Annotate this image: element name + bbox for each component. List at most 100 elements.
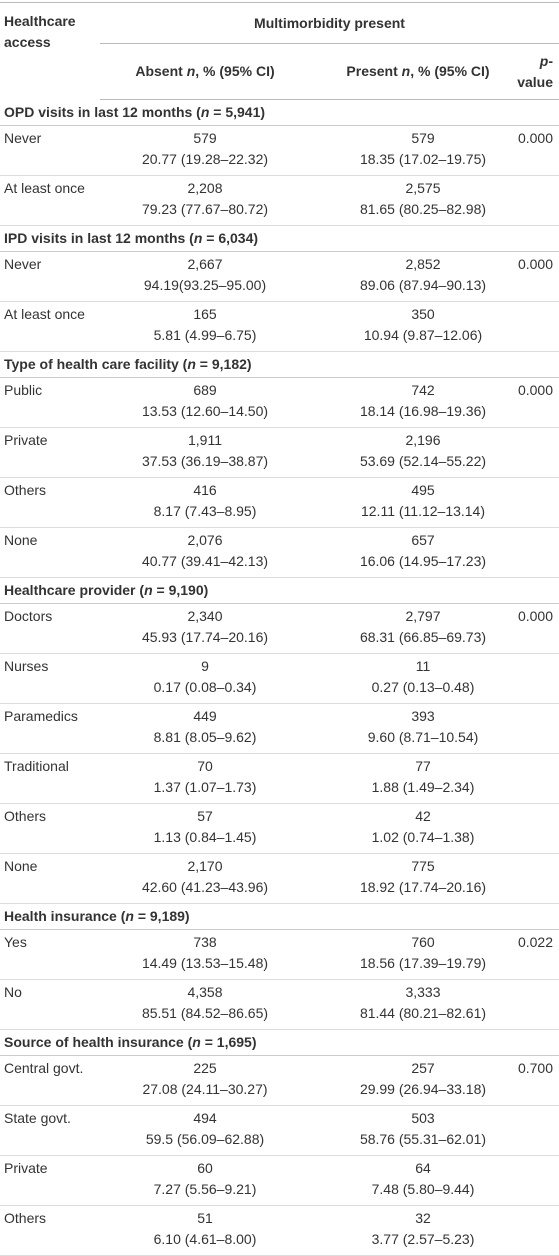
percent-ci: 5.81 (4.99–6.75) [153,327,257,343]
text-part: Source of health insurance ( [4,1034,193,1050]
percent-ci: 1.37 (1.07–1.73) [153,779,257,795]
p-value [500,653,559,704]
row-label: Public [0,377,100,428]
count: 495 [411,482,435,498]
count: 760 [411,934,435,950]
count: 9 [201,658,209,674]
present-cell: 393 9.60 (8.71–10.54) [310,703,500,754]
text-part: p [539,52,549,69]
section-title: OPD visits in last 12 months (n = 5,941) [0,99,559,126]
data-row: None 2,076 40.77 (39.41–42.13) 657 16.06 (14… [0,527,559,578]
present-cell: 657 16.06 (14.95–17.23) [310,527,500,578]
data-row: Never 2,667 94.19(93.25–95.00) 2,852 89.06 (… [0,251,559,302]
p-value [500,1205,559,1256]
data-row: Others 57 1.13 (0.84–1.45) 42 1.02 (0.74–1.3… [0,803,559,854]
present-cell: 2,852 89.06 (87.94–90.13) [310,251,500,302]
percent-ci: 7.27 (5.56–9.21) [153,1181,257,1197]
count: 738 [193,934,217,950]
text-part: n [144,582,153,598]
row-label: Private [0,427,100,478]
data-row: Traditional 70 1.37 (1.07–1.73) 77 1.88 (1.4… [0,753,559,804]
percent-ci: 12.11 (11.12–13.14) [360,503,486,519]
count: 257 [411,1060,435,1076]
p-value [500,803,559,854]
text-part: n [125,908,134,924]
percent-ci: 53.69 (52.14–55.22) [359,453,487,469]
present-cell: 495 12.11 (11.12–13.14) [310,477,500,528]
section-title: Source of health insurance (n = 1,695) [0,1029,559,1056]
text-part: = 9,182) [195,356,252,372]
percent-ci: 68.31 (66.85–69.73) [359,629,487,645]
row-label: Never [0,125,100,176]
present-cell: 42 1.02 (0.74–1.38) [310,803,500,854]
data-row: Others 416 8.17 (7.43–8.95) 495 12.11 (11.12… [0,477,559,528]
absent-cell: 494 59.5 (56.09–62.88) [100,1105,310,1156]
row-label: Never [0,251,100,302]
p-value [500,301,559,352]
section-row: Healthcare provider (n = 9,190) [0,577,559,604]
row-label: Others [0,1205,100,1256]
count: 2,340 [187,608,223,624]
count: 689 [193,382,217,398]
p-value: 0.022 [500,929,559,980]
absent-cell: 2,340 45.93 (17.74–20.16) [100,603,310,654]
data-row: Central govt. 225 27.08 (24.11–30.27) 257 29… [0,1055,559,1106]
row-label: Central govt. [0,1055,100,1106]
count: 579 [411,130,435,146]
text-part: , % (95% CI) [410,63,490,79]
percent-ci: 81.65 (80.25–82.98) [359,201,487,217]
absent-cell: 579 20.77 (19.28–22.32) [100,125,310,176]
data-row: Private 60 7.27 (5.56–9.21) 64 7.48 (5.80–9.… [0,1155,559,1206]
text-part: OPD visits in last 12 months ( [4,104,201,120]
count: 494 [193,1110,217,1126]
row-label: At least once [0,175,100,226]
percent-ci: 29.99 (26.94–33.18) [359,1081,487,1097]
percent-ci: 8.81 (8.05–9.62) [153,729,257,745]
text-part: Health insurance ( [4,908,126,924]
header-cell: Present n, % (95% CI) [310,43,500,100]
present-cell: 3,333 81.44 (80.21–82.61) [310,979,500,1030]
data-row: Yes 738 14.49 (13.53–15.48) 760 18.56 (17.39… [0,929,559,980]
percent-ci: 81.44 (80.21–82.61) [359,1005,487,1021]
text-part: Present [346,63,402,79]
header-row: Healthcare access Multimorbidity present [0,2,559,50]
absent-cell: 2,076 40.77 (39.41–42.13) [100,527,310,578]
section-row: Source of health insurance (n = 1,695) [0,1029,559,1056]
text-part: n [193,230,203,246]
p-value [500,1105,559,1156]
percent-ci: 58.76 (55.31–62.01) [359,1131,487,1147]
data-row: At least once 165 5.81 (4.99–6.75) 350 10.94… [0,301,559,352]
text-part: n [401,63,411,79]
absent-cell: 2,667 94.19(93.25–95.00) [100,251,310,302]
percent-ci: 79.23 (77.67–80.72) [141,201,269,217]
section-row: Health insurance (n = 9,189) [0,903,559,930]
present-cell: 32 3.77 (2.57–5.23) [310,1205,500,1256]
percent-ci: 42.60 (41.23–43.96) [141,879,269,895]
p-value [500,703,559,754]
data-row: Paramedics 449 8.81 (8.05–9.62) 393 9.60 (8.… [0,703,559,754]
row-label: At least once [0,301,100,352]
p-value: 0.000 [500,377,559,428]
text-part: = 9,189) [133,908,190,924]
count: 742 [411,382,435,398]
percent-ci: 18.35 (17.02–19.75) [359,151,487,167]
p-value [500,753,559,804]
percent-ci: 37.53 (36.19–38.87) [141,453,269,469]
p-value [500,1155,559,1206]
count: 2,797 [405,608,441,624]
absent-cell: 449 8.81 (8.05–9.62) [100,703,310,754]
percent-ci: 89.06 (87.94–90.13) [359,277,487,293]
p-value: 0.700 [500,1055,559,1106]
row-label: Paramedics [0,703,100,754]
p-value: 0.000 [500,125,559,176]
p-value: 0.000 [500,603,559,654]
count: 449 [193,708,217,724]
present-cell: 2,575 81.65 (80.25–82.98) [310,175,500,226]
count: 2,575 [405,180,441,196]
count: 503 [411,1110,435,1126]
text-part: Absent [135,63,187,79]
percent-ci: 27.08 (24.11–30.27) [142,1081,268,1097]
absent-cell: 4,358 85.51 (84.52–86.65) [100,979,310,1030]
percent-ci: 9.60 (8.71–10.54) [367,729,479,745]
data-row: State govt. 494 59.5 (56.09–62.88) 503 58.76… [0,1105,559,1156]
